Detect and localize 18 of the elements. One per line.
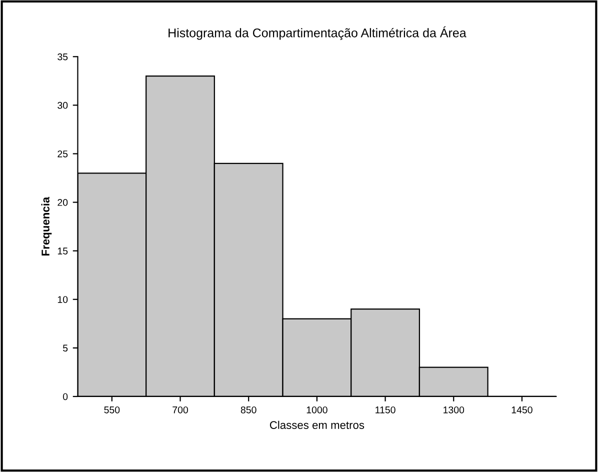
y-axis-title: Frequencia [41, 196, 52, 256]
x-tick-label: 850 [240, 406, 256, 414]
y-tick-label: 20 [58, 199, 68, 206]
x-tick-label: 1150 [376, 406, 396, 414]
y-tick-label: 15 [58, 248, 68, 254]
x-tick-label: 700 [172, 406, 188, 414]
chart-title: Histograma da Compartimentação Altimétrica da Área [168, 26, 466, 40]
x-tick-label: 1450 [512, 406, 532, 414]
y-tick-label: 0 [62, 393, 68, 400]
x-axis-title: Classes em metros [270, 420, 364, 429]
x-tick-label: 550 [104, 406, 120, 414]
y-tick-label: 25 [58, 150, 68, 158]
y-tick-label: 5 [63, 344, 68, 352]
x-tick-label: 1000 [306, 406, 328, 414]
y-tick-label: 30 [58, 102, 68, 109]
x-tick-label: 1300 [444, 406, 464, 414]
y-tick-label: 35 [58, 53, 68, 60]
y-tick-label: 10 [58, 296, 68, 303]
